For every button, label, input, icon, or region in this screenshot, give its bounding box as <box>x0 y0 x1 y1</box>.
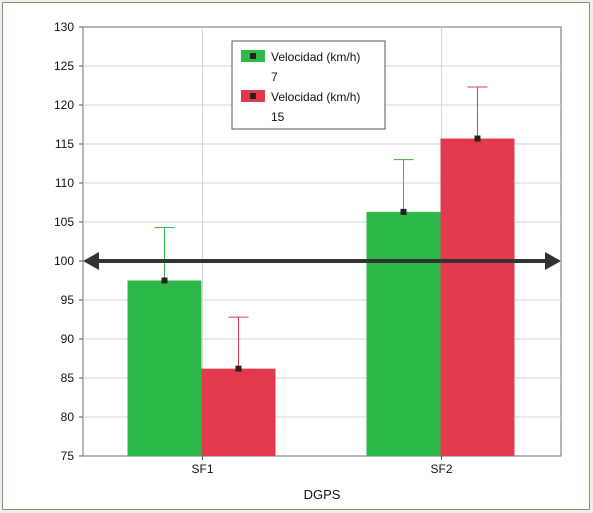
x-tick-label: SF2 <box>430 462 452 476</box>
bar-series-1-SF1 <box>127 280 202 456</box>
mean-marker <box>161 277 168 284</box>
y-axis-ticks: 75 80 85 90 95 100 105 110 115 120 125 130 <box>54 20 83 463</box>
legend-marker-series-2 <box>250 93 256 99</box>
y-tick-label: 105 <box>54 215 74 229</box>
mean-marker <box>474 135 481 142</box>
y-tick-label: 100 <box>54 254 74 268</box>
bar-series-2-SF2 <box>440 138 515 457</box>
y-tick-label: 120 <box>54 98 74 112</box>
legend-marker-series-1 <box>250 53 256 59</box>
x-tick-label: SF1 <box>191 462 213 476</box>
legend-label-series-2-line-2: 15 <box>271 110 285 124</box>
x-axis-title: DGPS <box>304 487 341 502</box>
reference-arrow-right <box>545 252 561 270</box>
bar-series-1-SF2 <box>366 211 441 456</box>
legend-label-series-2-line-1: Velocidad (km/h) <box>271 90 360 104</box>
x-axis-ticks: SF1 SF2 <box>191 456 453 476</box>
y-tick-label: 115 <box>55 137 74 151</box>
y-tick-label: 90 <box>61 332 75 346</box>
y-tick-label: 125 <box>54 59 74 73</box>
reference-arrow-left <box>83 252 99 270</box>
y-tick-label: 110 <box>55 176 74 190</box>
y-tick-label: 85 <box>61 371 75 385</box>
y-tick-label: 95 <box>61 293 75 307</box>
legend-label-series-1-line-2: 7 <box>271 70 278 84</box>
y-tick-label: 130 <box>54 20 74 34</box>
y-tick-label: 80 <box>61 410 75 424</box>
mean-marker <box>235 365 242 372</box>
mean-marker <box>400 208 407 215</box>
bar-chart: 75 80 85 90 95 100 105 110 115 120 125 130 SF1 SF2 D… <box>54 20 562 502</box>
legend-label-series-1-line-1: Velocidad (km/h) <box>271 50 360 64</box>
bar-series-2-SF1 <box>201 368 276 456</box>
bars <box>127 86 515 457</box>
y-tick-label: 75 <box>61 449 75 463</box>
reference-line <box>83 252 561 270</box>
legend: Velocidad (km/h) 7 Velocidad (km/h) 15 <box>231 40 386 130</box>
